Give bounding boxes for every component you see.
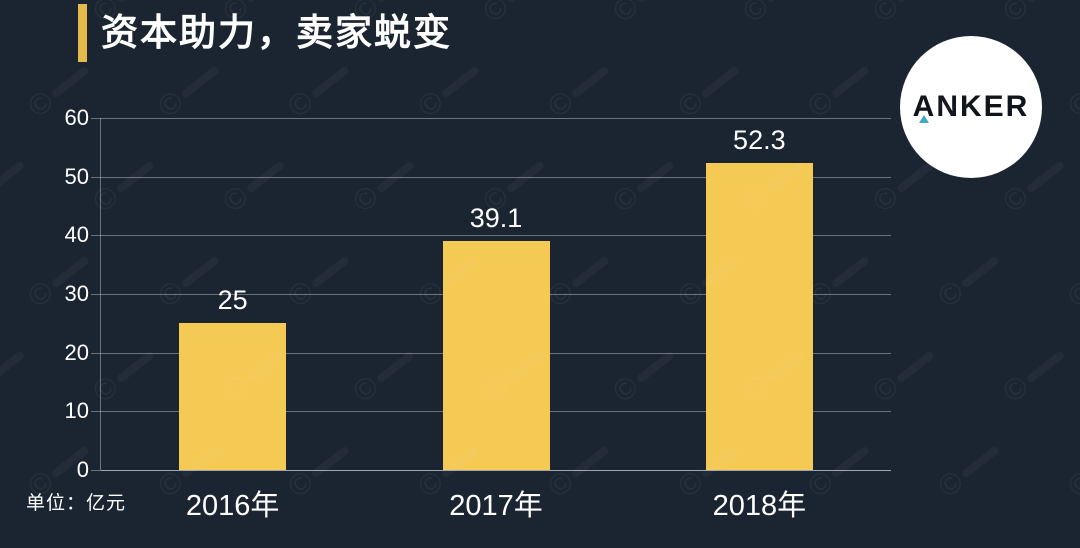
y-tick-10 (91, 411, 101, 413)
y-tick-40 (91, 235, 101, 237)
watermark-text-blur (1026, 0, 1066, 4)
watermark-stamp: © (1061, 247, 1080, 315)
watermark-circle-icon: © (996, 179, 1035, 220)
watermark-text-blur (571, 65, 611, 98)
watermark-text-blur (896, 160, 936, 193)
watermark-stamp: © (736, 0, 812, 30)
watermark-stamp: © (0, 342, 32, 409)
unit-label: 单位：亿元 (26, 493, 127, 514)
watermark-text-blur (766, 0, 806, 4)
value-label-2018年: 52.3 (733, 125, 786, 156)
watermark-stamp: © (866, 0, 942, 30)
gridline-y-60 (101, 118, 891, 119)
watermark-circle-icon: © (606, 0, 645, 30)
gridline-y-40 (101, 235, 891, 237)
watermark-text-blur (181, 65, 221, 98)
watermark-text-blur (0, 0, 25, 4)
page-title: 资本助力，卖家蜕变 (101, 12, 452, 53)
watermark-stamp: © (672, 57, 747, 125)
logo-a-triangle-icon (919, 115, 930, 123)
x-tick-label-2016年: 2016年 (185, 490, 280, 522)
watermark-text-blur (636, 0, 676, 4)
y-tick-label-20: 20 (64, 339, 89, 365)
watermark-stamp: © (996, 342, 1072, 410)
watermark-text-blur (246, 0, 286, 4)
watermark-circle-icon: © (1061, 84, 1080, 125)
logo-letter-a: A (912, 90, 937, 123)
watermark-text-blur (1026, 350, 1066, 383)
bar-chart: 0 10 20 30 40 50 60 25 2016年 39.1 2017年 52.3 2018年 (65, 105, 891, 522)
y-tick-30 (91, 294, 101, 295)
watermark-circle-icon: © (931, 274, 970, 315)
gridline-y-0 (101, 470, 891, 471)
watermark-circle-icon: © (996, 369, 1035, 410)
watermark-text-blur (311, 65, 351, 98)
y-tick-50 (91, 176, 101, 178)
watermark-circle-icon: © (476, 0, 515, 30)
watermark-stamp: © (152, 57, 227, 125)
gridline-y-50 (101, 176, 891, 178)
y-tick-label-10: 10 (64, 398, 89, 424)
watermark-stamp: © (802, 57, 877, 125)
watermark-stamp: © (412, 57, 487, 125)
watermark-stamp: © (0, 152, 32, 219)
bar-2017年 (442, 240, 550, 470)
watermark-circle-icon: © (736, 0, 775, 30)
y-tick-0 (91, 470, 101, 471)
watermark-text-blur (0, 350, 25, 383)
watermark-stamp: © (476, 0, 552, 30)
y-tick-label-50: 50 (64, 163, 89, 189)
watermark-stamp: © (542, 57, 617, 125)
watermark-stamp: © (996, 0, 1072, 30)
watermark-circle-icon: © (866, 0, 905, 30)
watermark-stamp: © (1061, 437, 1080, 505)
value-label-2017年: 39.1 (469, 202, 523, 233)
bar-2016年 (179, 323, 287, 470)
title-accent-bar (78, 4, 87, 62)
watermark-text-blur (896, 0, 936, 4)
watermark-text-blur (831, 65, 871, 98)
watermark-stamp: © (931, 437, 1007, 505)
watermark-text-blur (961, 445, 1001, 478)
watermark-stamp: © (931, 247, 1007, 315)
watermark-circle-icon: © (1061, 464, 1080, 505)
watermark-text-blur (701, 65, 741, 98)
watermark-stamp: © (0, 0, 32, 28)
y-tick-60 (91, 118, 101, 119)
anker-logo: A NKER (900, 36, 1042, 178)
watermark-text-blur (51, 65, 91, 98)
watermark-text-blur (376, 0, 416, 4)
y-tick-label-40: 40 (64, 222, 89, 248)
x-tick-label-2017年: 2017年 (449, 490, 543, 522)
watermark-stamp: © (282, 57, 357, 125)
watermark-text-blur (896, 350, 936, 383)
bar-2018年 (705, 163, 813, 470)
watermark-text-blur (116, 0, 156, 4)
watermark-text-blur (961, 255, 1001, 288)
watermark-circle-icon: © (931, 464, 970, 505)
watermark-stamp: © (1061, 57, 1080, 125)
y-tick-label-60: 60 (64, 105, 89, 130)
logo-letters-rest: NKER (936, 90, 1030, 123)
y-tick-label-0: 0 (76, 457, 89, 482)
watermark-circle-icon: © (1061, 274, 1080, 315)
anker-logo-text: A NKER (913, 90, 1030, 124)
watermark-text-blur (506, 0, 546, 4)
watermark-circle-icon: © (996, 0, 1035, 30)
value-label-2016年: 25 (217, 285, 248, 316)
watermark-stamp: © (606, 0, 682, 30)
y-tick-20 (91, 352, 101, 354)
watermark-text-blur (1026, 160, 1066, 193)
x-tick-label-2018年: 2018年 (712, 490, 807, 522)
watermark-text-blur (441, 65, 481, 98)
y-tick-label-30: 30 (64, 281, 89, 306)
watermark-text-blur (0, 160, 25, 193)
